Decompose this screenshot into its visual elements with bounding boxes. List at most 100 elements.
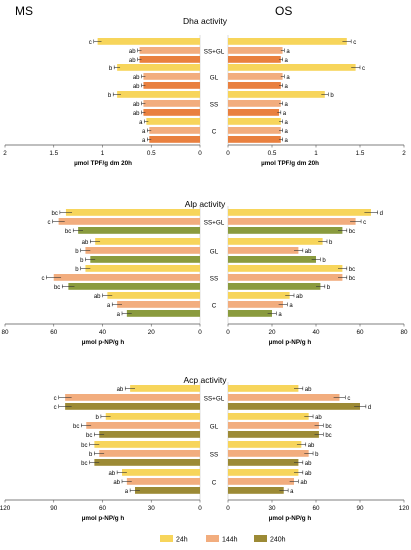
- bar-os-144h: [228, 47, 283, 54]
- sig-label: c: [89, 40, 92, 46]
- sig-label: bc: [349, 267, 355, 273]
- sig-label: bc: [325, 424, 331, 430]
- sig-label: a: [285, 84, 289, 90]
- legend-label-24h: 24h: [176, 537, 188, 544]
- bar-os-24h: [228, 64, 356, 71]
- group-label: SS: [210, 451, 218, 458]
- tick-label-left: 30: [148, 505, 156, 512]
- panel-acp: Acp activitySS+GLabccabcdGLbbcbcabbcbcSS…: [0, 375, 410, 522]
- bar-ms-240h: [99, 431, 200, 438]
- panel-dha: Dha activitySS+GLcababcaaGLbababcaaSSbab…: [3, 16, 406, 167]
- bar-os-144h: [228, 218, 356, 225]
- sig-label: a: [278, 312, 282, 318]
- sig-label: a: [283, 111, 287, 117]
- tick-label-left: 90: [50, 505, 58, 512]
- sig-label: ab: [305, 471, 312, 477]
- bar-os-240h: [228, 227, 343, 234]
- tick-label-right: 80: [400, 329, 408, 336]
- group-label: C: [212, 479, 217, 486]
- tick-label-right: 20: [268, 329, 276, 336]
- bar-ms-240h: [68, 283, 200, 290]
- bar-ms-144h: [139, 47, 200, 54]
- tick-label-right: 2: [402, 150, 406, 157]
- sig-label: b: [329, 240, 333, 246]
- bar-os-240h: [228, 283, 321, 290]
- sig-label: ab: [296, 294, 303, 300]
- sig-label: c: [48, 220, 51, 226]
- sig-label: bc: [86, 433, 92, 439]
- bar-ms-24h: [65, 209, 200, 216]
- bar-os-24h: [228, 413, 309, 420]
- bar-os-144h: [228, 127, 281, 134]
- bar-os-240h: [228, 459, 299, 466]
- bar-os-240h: [228, 82, 281, 89]
- sig-label: ab: [133, 102, 140, 108]
- sig-label: b: [322, 258, 326, 264]
- sig-label: ab: [308, 443, 315, 449]
- bar-os-240h: [228, 56, 281, 63]
- sig-label: c: [54, 396, 57, 402]
- bar-ms-144h: [143, 100, 200, 107]
- sig-label: a: [142, 129, 146, 135]
- bar-os-24h: [228, 238, 323, 245]
- sig-label: b: [80, 258, 84, 264]
- x-axis-label-left: µmol p-NP/g h: [82, 515, 125, 522]
- tick-label-right: 1: [314, 150, 318, 157]
- bar-os-240h: [228, 256, 316, 263]
- tick-label-left: 20: [148, 329, 156, 336]
- group-label: GL: [210, 423, 219, 430]
- bar-ms-24h: [94, 441, 200, 448]
- tick-label-left: 1.5: [49, 150, 58, 157]
- x-axis-label-left: µmol TPF/g dm 20h: [74, 160, 132, 167]
- tick-label-right: 0.5: [268, 150, 277, 157]
- sig-label: a: [286, 49, 290, 55]
- bar-os-24h: [228, 38, 347, 45]
- sig-label: a: [142, 138, 146, 144]
- bar-ms-144h: [53, 274, 200, 281]
- panel-title: Alp activity: [185, 199, 226, 209]
- tick-label-left: 60: [50, 329, 58, 336]
- bar-ms-24h: [107, 292, 200, 299]
- bar-ms-24h: [146, 118, 200, 125]
- tick-label-left: 60: [99, 505, 107, 512]
- sig-label: ab: [129, 58, 136, 64]
- sig-label: b: [327, 285, 331, 291]
- sig-label: c: [41, 276, 44, 282]
- sig-label: b: [108, 93, 112, 99]
- bar-ms-24h: [105, 413, 200, 420]
- legend-swatch-240h: [254, 535, 267, 542]
- bar-os-24h: [228, 209, 371, 216]
- bar-ms-144h: [65, 394, 200, 401]
- bar-os-24h: [228, 265, 343, 272]
- bar-ms-240h: [65, 403, 200, 410]
- sig-label: b: [89, 452, 93, 458]
- bar-ms-240h: [149, 136, 200, 143]
- group-label: GL: [210, 74, 219, 81]
- tick-label-right: 0: [226, 150, 230, 157]
- tick-label-left: 0.5: [147, 150, 156, 157]
- bar-os-240h: [228, 310, 272, 317]
- tick-label-right: 120: [399, 505, 410, 512]
- tick-label-right: 60: [356, 329, 364, 336]
- bar-os-144h: [228, 73, 283, 80]
- group-label: C: [212, 128, 217, 135]
- sig-label: c: [347, 396, 350, 402]
- sig-label: ab: [305, 387, 312, 393]
- sig-label: ab: [305, 249, 312, 255]
- sig-label: b: [315, 452, 319, 458]
- sig-label: ab: [133, 75, 140, 81]
- sig-label: a: [285, 58, 289, 64]
- sig-label: ab: [315, 415, 322, 421]
- sig-label: a: [285, 120, 289, 126]
- sig-label: a: [285, 129, 289, 135]
- bar-ms-144h: [99, 450, 200, 457]
- sig-label: a: [285, 102, 289, 108]
- bar-os-240h: [228, 403, 360, 410]
- bar-ms-144h: [85, 247, 200, 254]
- legend-label-240h: 240h: [270, 537, 286, 544]
- sig-label: d: [380, 211, 383, 217]
- sig-label: a: [290, 489, 294, 495]
- sig-label: ab: [300, 480, 307, 486]
- bar-os-240h: [228, 109, 280, 116]
